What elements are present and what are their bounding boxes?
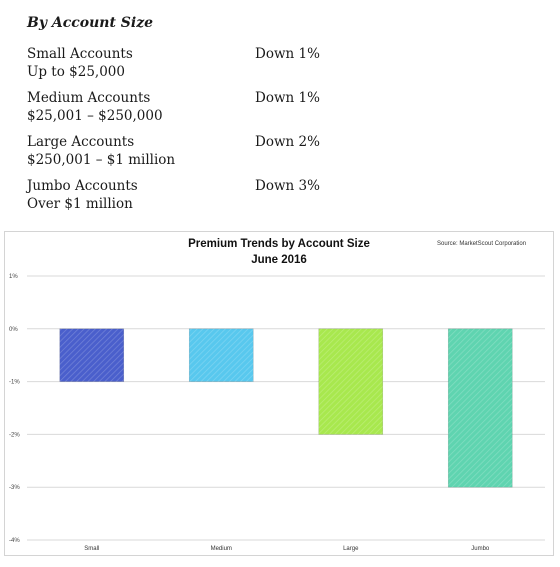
x-tick-label: Small [84, 546, 99, 552]
bar-texture [448, 328, 513, 488]
x-tick-label: Large [343, 546, 359, 552]
chart-subtitle: June 2016 [251, 254, 307, 266]
y-tick-label: -1% [9, 380, 20, 386]
bar-texture [318, 328, 383, 435]
account-name: Medium Accounts [27, 90, 151, 106]
account-change: Down 1% [255, 90, 320, 106]
y-tick-label: -2% [9, 432, 20, 438]
account-size-list: Small Accounts Up to $25,000 Down 1% Med… [27, 45, 357, 221]
account-change: Down 2% [255, 134, 320, 150]
premium-trends-chart: 1% 0% -1% -2% -3% -4% Small Medium Large Jumbo Pr… [4, 231, 554, 556]
account-change: Down 1% [255, 46, 320, 62]
account-name: Small Accounts [27, 46, 133, 62]
chart-source: Source: MarketScout Corporation [437, 241, 527, 247]
section-heading: By Account Size [27, 15, 154, 31]
x-tick-label: Jumbo [471, 546, 490, 552]
account-change: Down 3% [255, 178, 320, 194]
account-row-small: Small Accounts Up to $25,000 Down 1% [27, 45, 357, 89]
chart-title: Premium Trends by Account Size [188, 238, 370, 250]
account-range: $250,001 – $1 million [27, 152, 176, 168]
account-range: $25,001 – $250,000 [27, 108, 163, 124]
y-tick-label: 0% [9, 327, 18, 333]
account-range: Up to $25,000 [27, 64, 125, 80]
account-range: Over $1 million [27, 196, 133, 212]
account-row-large: Large Accounts $250,001 – $1 million Dow… [27, 133, 357, 177]
account-name: Large Accounts [27, 134, 135, 150]
account-name: Jumbo Accounts [27, 178, 138, 194]
account-row-medium: Medium Accounts $25,001 – $250,000 Down … [27, 89, 357, 133]
x-tick-label: Medium [211, 546, 232, 552]
y-tick-label: 1% [9, 274, 18, 280]
account-row-jumbo: Jumbo Accounts Over $1 million Down 3% [27, 177, 357, 221]
y-tick-label: -3% [9, 485, 20, 491]
chart-plot: 1% 0% -1% -2% -3% -4% Small Medium Large Jumbo [9, 274, 545, 552]
bar-texture [189, 328, 254, 382]
bar-texture [59, 328, 124, 382]
y-tick-label: -4% [9, 538, 20, 544]
